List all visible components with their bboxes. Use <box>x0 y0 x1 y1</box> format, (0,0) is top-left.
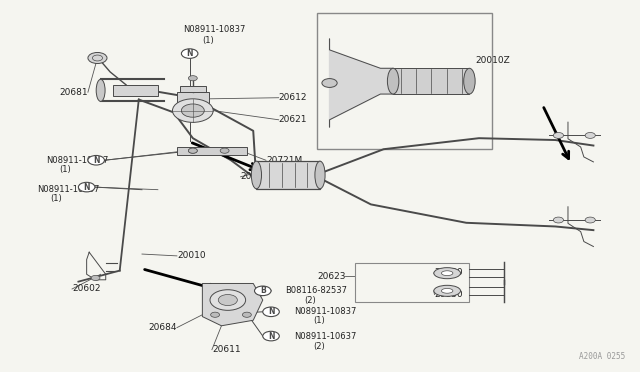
Ellipse shape <box>442 288 453 293</box>
Text: (1): (1) <box>314 316 325 325</box>
Circle shape <box>243 312 252 317</box>
Text: N: N <box>268 307 275 316</box>
Circle shape <box>88 155 104 165</box>
Text: (2): (2) <box>304 295 316 305</box>
Circle shape <box>585 132 595 138</box>
Polygon shape <box>113 85 158 96</box>
Bar <box>355 263 469 302</box>
Bar <box>257 161 320 189</box>
Circle shape <box>181 104 204 117</box>
Text: 20630: 20630 <box>435 290 463 299</box>
Circle shape <box>173 99 213 122</box>
Text: 20721M: 20721M <box>266 156 302 165</box>
Bar <box>317 13 492 149</box>
Circle shape <box>218 295 237 305</box>
Circle shape <box>210 290 246 310</box>
Text: 20612: 20612 <box>278 93 307 102</box>
Text: (1): (1) <box>60 165 71 174</box>
Circle shape <box>554 217 564 223</box>
Bar <box>180 86 205 92</box>
Text: 20602: 20602 <box>72 285 100 294</box>
Text: (1): (1) <box>50 195 61 203</box>
Bar <box>177 92 209 103</box>
Text: B08116-82537: B08116-82537 <box>285 286 347 295</box>
Text: 20100: 20100 <box>241 172 269 181</box>
Ellipse shape <box>387 68 399 94</box>
Text: 20010: 20010 <box>177 251 205 260</box>
Ellipse shape <box>434 268 461 279</box>
Circle shape <box>554 132 564 138</box>
Circle shape <box>188 148 197 153</box>
Circle shape <box>322 78 337 87</box>
Circle shape <box>220 148 229 153</box>
Text: B: B <box>260 286 266 295</box>
Text: 20010Z: 20010Z <box>476 57 511 65</box>
Ellipse shape <box>252 161 262 189</box>
Text: N08911-10837: N08911-10837 <box>294 307 357 315</box>
Polygon shape <box>202 283 263 326</box>
Circle shape <box>255 286 271 296</box>
Text: A200A 0255: A200A 0255 <box>579 352 625 361</box>
Circle shape <box>188 148 197 153</box>
Circle shape <box>91 275 100 280</box>
Circle shape <box>88 52 107 64</box>
Ellipse shape <box>464 68 475 94</box>
Text: N08911-10837: N08911-10837 <box>37 185 99 194</box>
Text: 20630: 20630 <box>435 268 463 277</box>
Ellipse shape <box>96 79 105 102</box>
Text: 20684: 20684 <box>148 323 177 332</box>
Ellipse shape <box>442 271 453 276</box>
Text: 20621: 20621 <box>278 115 307 124</box>
Text: (2): (2) <box>314 341 325 350</box>
Text: N: N <box>93 156 99 165</box>
Text: N: N <box>83 183 90 192</box>
Circle shape <box>263 307 279 317</box>
Circle shape <box>585 217 595 223</box>
Polygon shape <box>177 147 247 155</box>
Circle shape <box>188 76 197 81</box>
Polygon shape <box>330 39 393 127</box>
Ellipse shape <box>434 285 461 296</box>
Circle shape <box>211 312 220 317</box>
Text: N08911-10637: N08911-10637 <box>47 156 109 165</box>
Text: 20611: 20611 <box>212 345 241 354</box>
Circle shape <box>181 49 198 58</box>
Circle shape <box>78 182 95 192</box>
Ellipse shape <box>315 161 325 189</box>
Text: (1): (1) <box>202 36 214 45</box>
Text: 20681: 20681 <box>60 88 88 97</box>
Text: N: N <box>268 331 275 341</box>
Text: N: N <box>186 49 193 58</box>
Text: N08911-10837: N08911-10837 <box>183 25 246 34</box>
Text: 20623: 20623 <box>317 272 346 280</box>
Circle shape <box>263 331 279 341</box>
Text: N08911-10637: N08911-10637 <box>294 332 357 341</box>
Bar <box>393 68 469 94</box>
